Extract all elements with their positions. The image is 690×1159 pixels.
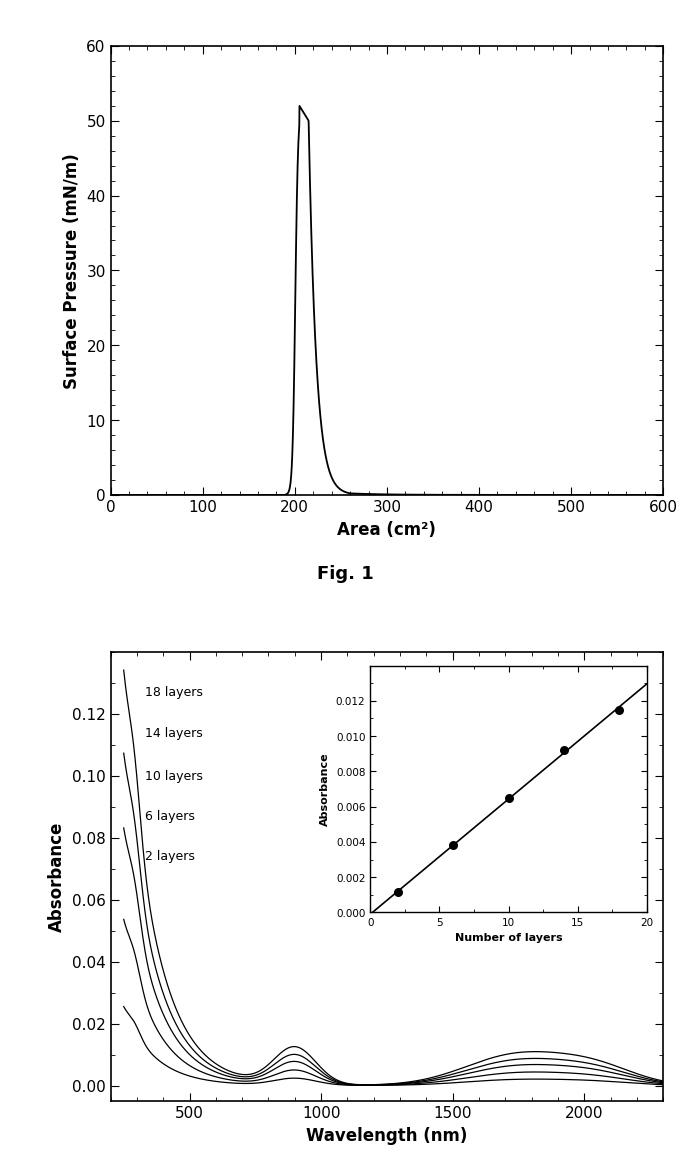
X-axis label: Wavelength (nm): Wavelength (nm) [306,1127,467,1144]
Text: 2 layers: 2 layers [145,850,195,863]
Text: 14 layers: 14 layers [145,727,202,739]
Y-axis label: Absorbance: Absorbance [48,822,66,932]
Y-axis label: Surface Pressure (mN/m): Surface Pressure (mN/m) [63,153,81,388]
X-axis label: Area (cm²): Area (cm²) [337,520,436,539]
Text: 6 layers: 6 layers [145,810,195,823]
Text: 10 layers: 10 layers [145,770,202,782]
Text: Fig. 1: Fig. 1 [317,564,373,583]
Text: 18 layers: 18 layers [145,686,202,699]
